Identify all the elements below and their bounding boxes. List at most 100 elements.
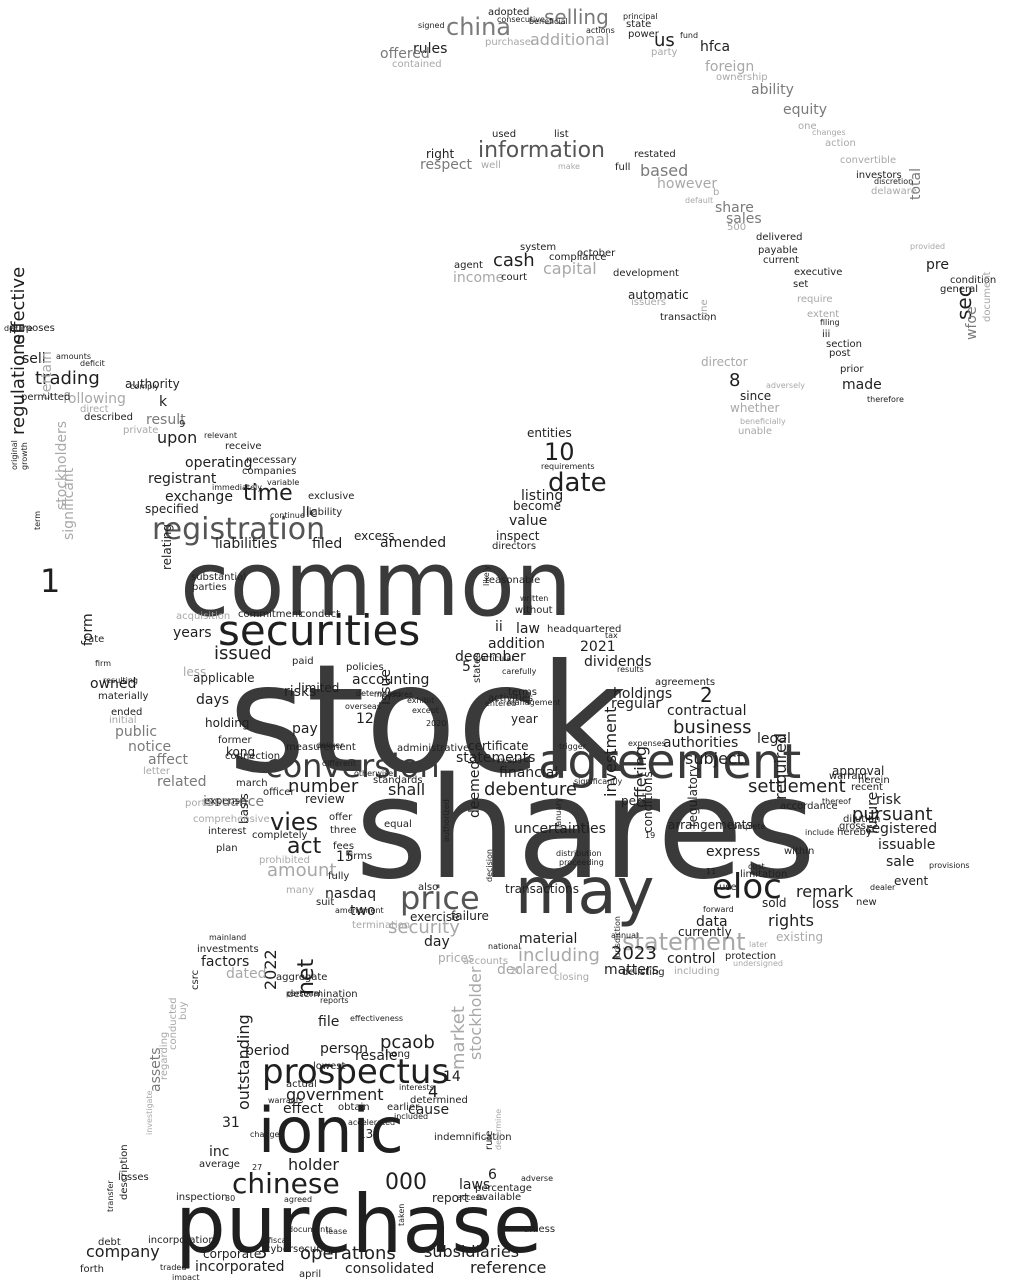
word-260: therefore — [867, 395, 904, 404]
word-112: two — [350, 903, 376, 919]
word-55: exchange — [165, 489, 233, 505]
word-195: interest — [208, 826, 247, 837]
word-0: stock — [228, 633, 627, 807]
word-83: hfca — [700, 39, 731, 55]
word-290: private — [123, 425, 159, 436]
word-248: ownership — [716, 72, 768, 83]
word-292: relevant — [204, 431, 238, 440]
word-270: current — [763, 255, 800, 266]
word-288: permitted — [21, 392, 71, 403]
word-300: materially — [98, 691, 149, 702]
word-69: rights — [768, 911, 814, 930]
word-388: hong — [385, 1049, 411, 1060]
word-318: fees — [333, 841, 355, 852]
word-158: addition — [488, 636, 546, 652]
word-236: well — [481, 160, 501, 171]
word-420: available — [476, 1192, 522, 1203]
word-176: exercise — [410, 910, 460, 924]
word-212: substantial — [191, 572, 247, 583]
word-385: reports — [320, 996, 349, 1005]
word-96: sales — [726, 211, 762, 227]
word-375: investments — [197, 944, 259, 955]
word-26: including — [518, 945, 600, 966]
word-181: arrangements — [668, 818, 753, 832]
word-278: adversely — [766, 381, 805, 390]
word-33: business — [673, 717, 752, 738]
word-88: ability — [751, 82, 794, 98]
word-227: june — [699, 299, 710, 321]
word-135: following — [63, 391, 126, 407]
word-253: investors — [856, 170, 902, 181]
word-431: directors — [492, 541, 537, 552]
word-123: 4 — [428, 1082, 439, 1101]
word-291: 9 — [179, 419, 186, 430]
word-251: action — [825, 138, 856, 149]
word-282: purposes — [9, 323, 55, 334]
word-136: result — [146, 412, 186, 428]
word-277: beneficially — [740, 417, 786, 426]
word-387: lowest — [313, 1061, 346, 1072]
word-262: iii — [822, 329, 831, 340]
word-239: adopted — [488, 7, 530, 18]
word-63: 2 — [700, 683, 713, 707]
word-163: inspect — [496, 529, 540, 543]
word-326: matters — [604, 962, 659, 978]
word-3: common — [180, 532, 572, 637]
word-37: government — [286, 1085, 384, 1104]
word-352: vwaps — [496, 756, 522, 765]
word-30: act — [287, 834, 322, 859]
word-310: prohibited — [259, 855, 311, 866]
word-218: excess — [354, 529, 395, 543]
word-52: issued — [214, 643, 272, 664]
word-338: gross — [839, 821, 866, 832]
word-128: effect — [283, 1101, 324, 1117]
word-279: purchaser — [485, 37, 536, 48]
word-363: management — [507, 698, 561, 707]
word-359: exhibit — [407, 696, 435, 705]
word-293: described — [84, 412, 133, 423]
word-263: section — [826, 339, 863, 350]
word-184: approval — [832, 764, 885, 778]
word-94: however — [657, 176, 718, 192]
word-374: agreements — [655, 677, 716, 688]
word-168: years — [173, 625, 212, 641]
word-394: included — [394, 1112, 429, 1121]
word-424: determine — [494, 1108, 503, 1150]
word-58: filed — [312, 536, 343, 552]
word-297: rate — [84, 634, 105, 645]
word-82: us — [654, 30, 675, 51]
word-229: system — [520, 242, 557, 253]
word-370: headquartered — [547, 624, 622, 635]
word-328: protection — [725, 951, 777, 962]
word-287: authority — [125, 377, 180, 391]
word-154: issue — [378, 669, 394, 705]
word-237: used — [492, 129, 517, 140]
word-34: operations — [300, 1243, 396, 1264]
word-340: dealer — [870, 883, 896, 892]
word-419: percentage — [475, 1183, 532, 1194]
word-16: statement — [622, 928, 746, 956]
word-215: receive — [225, 441, 262, 452]
word-381: conducted — [168, 997, 179, 1050]
word-24: settlement — [748, 776, 846, 797]
word-104: 8 — [729, 370, 741, 391]
word-384: determination — [287, 989, 358, 1000]
word-35: subsidiaries — [424, 1242, 520, 1261]
word-343: complete — [728, 822, 766, 831]
word-108: control — [667, 951, 716, 967]
word-29: time — [243, 481, 293, 506]
word-234: full — [615, 162, 631, 173]
word-351: trigger — [559, 742, 587, 751]
word-399: change — [250, 1130, 280, 1139]
word-425: adverse — [521, 1174, 554, 1183]
word-186: event — [894, 874, 929, 888]
word-380: buy — [178, 1001, 189, 1020]
word-235: make — [558, 162, 580, 171]
word-91: capital — [543, 259, 597, 278]
word-267: extent — [807, 309, 840, 320]
word-286: comply — [130, 382, 160, 391]
word-395: obtain — [338, 1102, 370, 1113]
word-308: officer — [263, 787, 295, 798]
word-132: factors — [201, 954, 250, 970]
word-266: require — [797, 294, 833, 305]
